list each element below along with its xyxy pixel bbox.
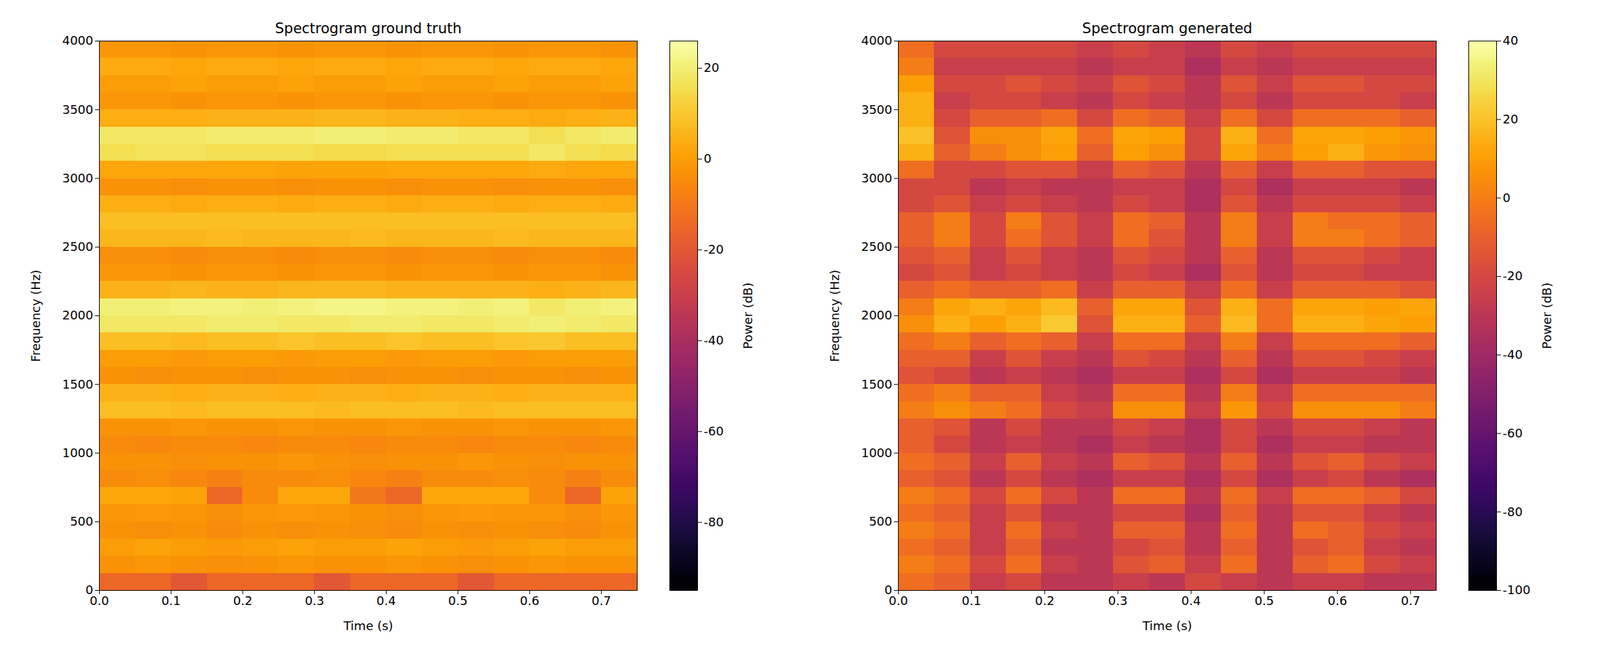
svg-text:Spectrogram generated: Spectrogram generated: [1082, 20, 1253, 37]
svg-text:-60: -60: [704, 423, 724, 439]
svg-text:3000: 3000: [861, 170, 893, 186]
svg-text:4000: 4000: [861, 33, 893, 48]
svg-text:-20: -20: [704, 242, 724, 257]
svg-text:0: 0: [884, 582, 893, 598]
svg-text:-80: -80: [1503, 504, 1523, 519]
svg-text:0: 0: [1503, 190, 1511, 205]
svg-text:Time (s): Time (s): [342, 618, 393, 633]
svg-text:3500: 3500: [861, 102, 893, 117]
svg-text:-40: -40: [1503, 347, 1523, 362]
svg-text:Power (dB): Power (dB): [740, 282, 755, 350]
svg-text:0.4: 0.4: [376, 593, 397, 608]
svg-text:Spectrogram ground truth: Spectrogram ground truth: [274, 20, 462, 37]
svg-text:3500: 3500: [62, 102, 94, 117]
svg-text:0: 0: [704, 151, 712, 166]
svg-text:Time (s): Time (s): [1141, 618, 1192, 633]
svg-text:0.3: 0.3: [304, 593, 325, 608]
svg-text:0.6: 0.6: [520, 593, 540, 608]
svg-text:2500: 2500: [62, 239, 94, 254]
svg-text:Frequency (Hz): Frequency (Hz): [28, 269, 43, 363]
svg-text:0.2: 0.2: [1035, 593, 1055, 608]
svg-text:0.5: 0.5: [448, 593, 468, 608]
svg-text:4000: 4000: [62, 33, 94, 48]
svg-text:-40: -40: [704, 333, 724, 348]
svg-text:0.4: 0.4: [1181, 593, 1202, 608]
svg-text:20: 20: [704, 60, 720, 75]
svg-text:40: 40: [1503, 33, 1519, 48]
svg-text:0.7: 0.7: [1400, 593, 1421, 608]
svg-text:-20: -20: [1503, 268, 1523, 283]
svg-text:0.3: 0.3: [1108, 593, 1128, 608]
svg-text:1000: 1000: [62, 445, 94, 460]
svg-text:-60: -60: [1503, 425, 1523, 441]
svg-text:500: 500: [69, 514, 93, 529]
svg-text:0.0: 0.0: [89, 593, 110, 608]
svg-text:0: 0: [85, 582, 94, 598]
svg-text:-100: -100: [1503, 582, 1531, 597]
svg-text:20: 20: [1503, 111, 1519, 127]
svg-text:2000: 2000: [861, 307, 893, 323]
svg-text:-80: -80: [704, 514, 724, 530]
svg-text:Frequency (Hz): Frequency (Hz): [827, 269, 842, 363]
svg-text:2500: 2500: [861, 239, 893, 254]
svg-text:1500: 1500: [62, 377, 94, 392]
svg-text:0.0: 0.0: [888, 593, 909, 608]
svg-text:1000: 1000: [861, 445, 893, 460]
svg-text:0.1: 0.1: [161, 593, 182, 608]
svg-text:0.5: 0.5: [1254, 593, 1275, 608]
svg-text:0.6: 0.6: [1328, 593, 1348, 608]
svg-text:500: 500: [868, 514, 892, 529]
svg-text:3000: 3000: [62, 170, 94, 186]
svg-text:0.1: 0.1: [961, 593, 982, 608]
svg-text:0.2: 0.2: [233, 593, 253, 608]
svg-text:Power (dB): Power (dB): [1539, 282, 1554, 350]
svg-text:0.7: 0.7: [591, 593, 612, 608]
svg-text:2000: 2000: [62, 307, 94, 323]
svg-text:1500: 1500: [861, 377, 893, 392]
